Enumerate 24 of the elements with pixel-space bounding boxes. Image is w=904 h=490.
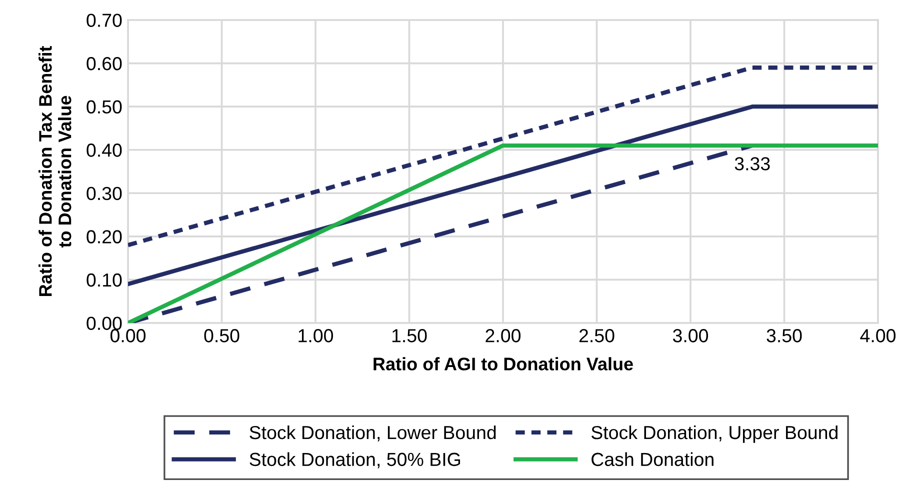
x-tick-label: 1.50 <box>392 329 427 342</box>
legend-label: Cash Donation <box>592 452 714 466</box>
x-tick-label: 3.00 <box>672 329 708 342</box>
x-tick-label: 2.00 <box>486 329 521 342</box>
x-tick-label: 0.50 <box>204 329 240 342</box>
y-tick-label: 0.60 <box>86 56 122 70</box>
y-tick-label: 0.00 <box>86 316 122 330</box>
x-tick-label: 1.00 <box>298 329 334 342</box>
y-tick-label: 0.50 <box>86 100 122 114</box>
y-axis-title: Ratio of Donation Tax Benefit to Donation Value <box>38 46 72 296</box>
x-axis-title: Ratio of AGI to Donation Value <box>374 357 633 370</box>
x-tick-label: 4.00 <box>860 329 896 342</box>
y-tick-label: 0.40 <box>86 144 122 157</box>
y-tick-label: 0.20 <box>86 230 122 244</box>
legend-label: Stock Donation, Upper Bound <box>591 425 838 443</box>
y-tick-label: 0.10 <box>86 273 122 287</box>
x-tick-label: 2.50 <box>579 329 614 342</box>
x-tick-label: 0.00 <box>110 329 146 342</box>
annotation: 3.33 <box>734 157 770 170</box>
legend-label: Stock Donation, Lower Bound <box>250 425 496 442</box>
y-tick-label: 0.30 <box>86 186 122 200</box>
y-tick-label: 0.70 <box>86 14 122 27</box>
legend-label: Stock Donation, 50% BIG <box>250 452 460 468</box>
x-tick-label: 3.50 <box>766 329 802 342</box>
